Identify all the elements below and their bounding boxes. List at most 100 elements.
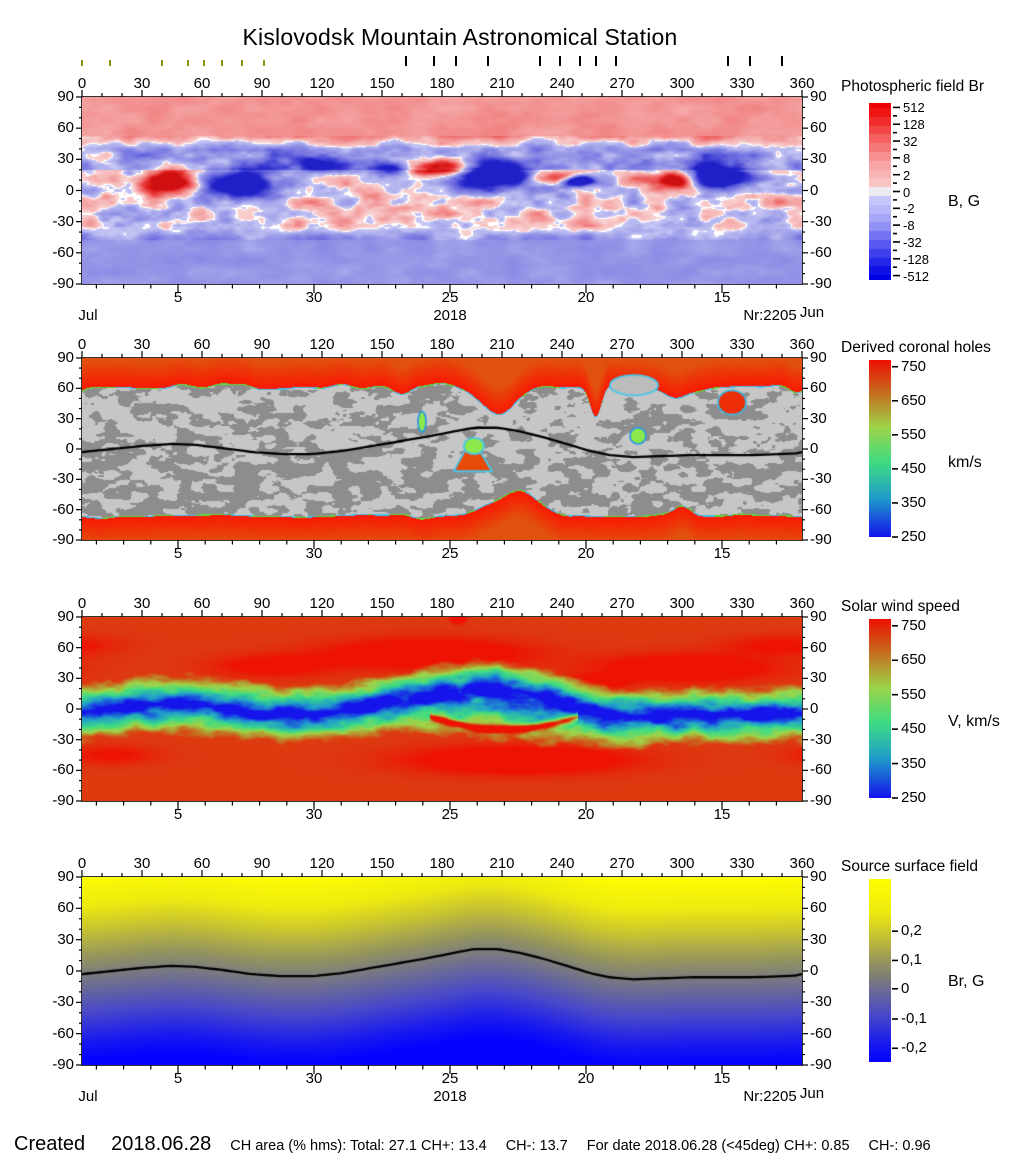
lon-tick-label: 30 [133,336,151,353]
lat-tick-label-left: 60 [57,899,74,917]
lon-tick-label: 30 [133,855,151,872]
lon-tick-label: 300 [669,336,695,353]
date-tick-label: 20 [577,289,595,306]
colorbar-tick-label: -2 [903,201,915,217]
lon-tick-label: 300 [669,855,695,872]
lat-tick-label-right: -30 [810,470,832,488]
year-label: 2018 [433,307,467,324]
lon-tick-label: 240 [549,75,575,92]
lat-tick-label-right: 0 [810,700,819,717]
lat-tick-label-right: 0 [810,962,819,979]
colorbar-tick-label: 450 [901,720,927,738]
lon-tick-label: 270 [609,75,635,92]
created-label: Created [14,1133,86,1155]
lon-tick-label: 360 [789,855,815,872]
solar-wind-speed-map [82,617,802,801]
lat-tick-label-left: -90 [52,275,74,292]
date-tick-label: 5 [173,1070,183,1087]
lon-tick-label: 270 [609,336,635,353]
colorbar-tick-label: 8 [903,150,911,166]
lon-tick-label: 330 [729,75,755,92]
date-tick-label: 30 [305,289,323,306]
lon-tick-label: 180 [429,595,455,612]
lat-tick-label-left: -30 [52,993,74,1011]
month-label-right: Jun [799,1085,825,1102]
colorbar-tick-label: 350 [901,754,927,772]
colorbar-tick-label: 128 [903,117,925,133]
ch-minus-stat: CH-: 13.7 [505,1138,568,1154]
lon-tick-label: 240 [549,336,575,353]
lon-tick-label: 60 [193,336,211,353]
lon-tick-label: 90 [253,336,271,353]
lon-tick-label: 210 [489,855,515,872]
lat-tick-label-right: 60 [810,379,827,397]
lon-tick-label: 360 [789,75,815,92]
created-date: 2018.06.28 [111,1133,212,1155]
colorbar-tick-label: 250 [901,789,927,806]
lon-tick-label: 330 [729,336,755,353]
lon-tick-label: 330 [729,595,755,612]
lon-tick-label: 0 [77,336,87,353]
lat-tick-label-left: 0 [65,440,74,457]
lat-tick-label-left: 90 [57,349,74,366]
date-tick-label: 30 [305,545,323,562]
lon-tick-label: 0 [77,75,87,92]
lat-tick-label-left: -60 [52,761,74,779]
lon-tick-label: 180 [429,855,455,872]
lon-tick-label: 60 [193,855,211,872]
date-tick-label: 5 [173,545,183,562]
colorbar-tick-label: 550 [901,685,927,703]
lat-tick-label-left: -60 [52,500,74,518]
date-tick-label: 15 [713,1070,731,1087]
date-tick-label: 20 [577,545,595,562]
colorbar-tick-label: 0,2 [901,922,922,940]
coronal-holes-map [82,358,802,540]
date-tick-label: 15 [713,289,731,306]
lon-tick-label: 90 [253,855,271,872]
month-label-left: Jul [78,1088,98,1105]
lon-tick-label: 150 [369,855,395,872]
lon-tick-label: 150 [369,336,395,353]
lon-tick-label: 360 [789,595,815,612]
colorbar-tick-label: 750 [901,616,927,634]
lat-tick-label-right: 30 [810,150,827,168]
lon-tick-label: 210 [489,336,515,353]
lon-tick-label: 360 [789,336,815,353]
lat-tick-label-right: -30 [810,212,832,230]
colorbar-tick-label: 550 [901,425,927,443]
lat-tick-label-left: -90 [52,531,74,548]
date-tick-label: 25 [441,545,459,562]
month-label-right: Jun [799,304,825,321]
date-tick-label: 30 [305,1070,323,1087]
date-tick-label: 15 [713,806,731,823]
colorbar-tick-label: 450 [901,459,927,477]
colorbar-photospheric [869,103,891,280]
unit-label-km-s: km/s [948,454,982,471]
colorbar-tick-label: 0,1 [901,951,922,969]
colorbar-tick-label: 250 [901,528,927,545]
lat-tick-label-right: -90 [810,1056,832,1073]
lat-tick-label-left: -30 [52,470,74,488]
lon-tick-label: 60 [193,75,211,92]
lat-tick-label-right: -60 [810,761,832,779]
colorbar-tick-label: -32 [903,234,922,250]
lat-tick-label-left: 0 [65,700,74,717]
lat-tick-label-left: 60 [57,638,74,656]
colorbar-tick-label: 650 [901,391,927,409]
lat-tick-label-right: -60 [810,500,832,518]
lat-tick-label-right: 90 [810,868,827,885]
lat-tick-label-right: -30 [810,730,832,748]
lat-tick-label-left: 30 [57,930,74,948]
lon-tick-label: 270 [609,855,635,872]
lat-tick-label-right: 0 [810,181,819,199]
lon-tick-label: 180 [429,336,455,353]
rotation-number-label: Nr:2205 [743,1088,797,1105]
lat-tick-label-left: 90 [57,868,74,885]
lat-tick-label-right: 90 [810,608,827,625]
lat-tick-label-left: 90 [57,88,74,105]
lon-tick-label: 90 [253,595,271,612]
colorbar-solar-wind [869,619,891,798]
lon-tick-label: 330 [729,855,755,872]
colorbar-tick-label: 0 [901,979,910,997]
